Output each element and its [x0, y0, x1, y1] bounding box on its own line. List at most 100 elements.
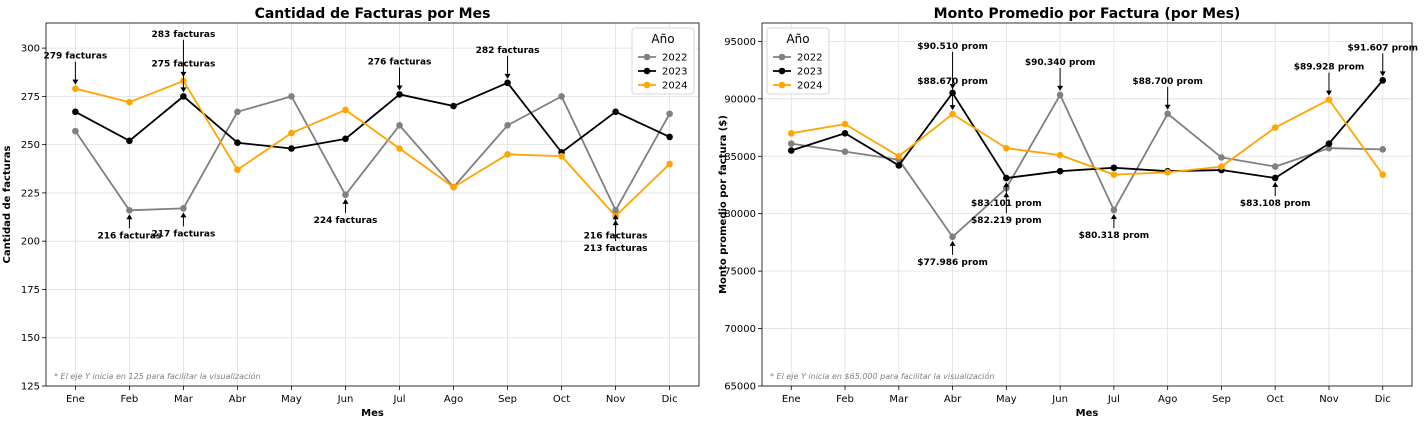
x-tick-label: Ago	[1158, 394, 1177, 405]
y-tick-label: 85000	[724, 152, 756, 163]
data-point	[1056, 151, 1064, 159]
y-axis: 65000 70000 75000 80000 85000 90000 95000	[724, 37, 762, 393]
data-point	[1003, 144, 1010, 152]
legend-entry: 2022	[662, 53, 687, 64]
chart-2: 65000 70000 75000 80000 85000 90000 95000 Ene Fe…	[718, 6, 1418, 419]
data-point	[666, 133, 673, 141]
data-point	[72, 108, 79, 116]
x-tick-label: Jul	[392, 394, 405, 405]
y-tick-label: 75000	[724, 267, 756, 278]
legend: Año 2022 2023 2024	[631, 27, 695, 95]
x-tick-label: May	[996, 394, 1017, 405]
x-tick-label: Sep	[1212, 394, 1231, 405]
annotation-label: $88.670 prom	[917, 77, 988, 87]
x-tick-label: Abr	[944, 394, 962, 405]
legend-entry: 2024	[797, 81, 822, 92]
x-tick-label: Abr	[229, 394, 247, 405]
data-point	[841, 148, 849, 155]
x-axis-label: Mes	[361, 408, 384, 419]
data-point	[666, 110, 673, 118]
data-point	[288, 145, 295, 152]
data-point	[1056, 167, 1064, 175]
y-tick-label: 70000	[724, 324, 756, 335]
data-point	[342, 135, 349, 143]
data-point	[180, 93, 187, 100]
data-point	[342, 106, 349, 114]
y-tick-label: 175	[21, 285, 40, 296]
series-line	[74, 95, 671, 212]
annotation-label: 282 facturas	[476, 46, 540, 56]
legend-entry: 2023	[662, 67, 687, 78]
data-point	[180, 205, 187, 212]
annotation-label: 216 facturas	[97, 231, 161, 241]
annotation-label: 217 facturas	[152, 229, 216, 239]
legend-marker	[643, 81, 651, 89]
x-tick-label: Ene	[782, 394, 801, 405]
annotation-label: $90.340 prom	[1025, 58, 1096, 68]
data-point	[288, 129, 295, 137]
data-point	[949, 110, 956, 118]
x-tick-label: Dic	[1375, 394, 1391, 405]
data-point	[1218, 163, 1225, 170]
data-point	[504, 122, 511, 129]
annotation-label: 224 facturas	[314, 216, 378, 226]
arrow-head	[342, 198, 349, 204]
annotations: 279 facturas 216 facturas 283 facturas 275 …	[43, 30, 647, 254]
annotation-label: $91.607 prom	[1347, 43, 1418, 53]
series-2022	[787, 91, 1387, 241]
legend-entry: 2022	[797, 53, 822, 64]
annotation-label: $90.510 prom	[917, 42, 988, 52]
data-point	[1110, 171, 1118, 178]
data-point	[1271, 174, 1279, 182]
y-tick-label: 80000	[724, 209, 756, 220]
data-point	[1379, 146, 1387, 153]
x-tick-label: Oct	[553, 394, 570, 405]
data-point	[612, 206, 619, 214]
data-point	[787, 147, 795, 154]
x-tick-label: Ene	[66, 394, 85, 405]
data-point	[612, 108, 619, 116]
plot-frame	[761, 22, 1413, 387]
data-point	[1164, 169, 1171, 176]
plot-frame	[45, 22, 700, 387]
data-point	[841, 120, 849, 128]
y-axis: 125 150 175 200 225 250 275 300	[21, 44, 46, 393]
series-2022	[72, 93, 673, 214]
grid	[46, 23, 699, 387]
y-axis-label: Cantidad de facturas	[2, 145, 13, 263]
arrow-head	[949, 240, 956, 246]
x-axis-label: Mes	[1076, 408, 1099, 419]
legend-marker	[778, 53, 786, 61]
y-tick-label: 250	[21, 140, 40, 151]
y-tick-label: 65000	[724, 382, 756, 393]
data-point	[895, 152, 903, 160]
arrow-head	[1164, 104, 1171, 110]
legend-title: Año	[786, 32, 809, 46]
x-axis: Ene Feb Mar Abr May Jun Jul Ago Sep Oct Nov Dic	[782, 386, 1391, 405]
legend-box	[766, 27, 830, 95]
annotation-label: 275 facturas	[152, 59, 216, 69]
x-tick-label: May	[281, 394, 302, 405]
arrow-head	[72, 79, 79, 85]
x-tick-label: Mar	[174, 394, 194, 405]
data-point	[504, 150, 511, 158]
y-tick-label: 125	[21, 382, 40, 393]
data-point	[1218, 154, 1225, 161]
annotation-label: $80.318 prom	[1079, 231, 1150, 241]
series-line	[791, 94, 1383, 238]
grid	[762, 23, 1412, 387]
footnote: * El eje Y inicia en $65.000 para facili…	[770, 371, 994, 381]
data-point	[949, 233, 956, 241]
data-point	[396, 91, 403, 98]
annotation-label: 279 facturas	[43, 52, 107, 62]
data-point	[1110, 164, 1118, 172]
y-tick-label: 225	[21, 188, 40, 199]
data-point	[1325, 140, 1333, 147]
x-tick-label: Sep	[498, 394, 517, 405]
data-point	[234, 166, 241, 174]
arrow-head	[1003, 182, 1010, 188]
data-point	[72, 127, 79, 135]
x-tick-label: Feb	[836, 394, 854, 405]
annotation-label: $88.700 prom	[1132, 77, 1203, 87]
data-point	[126, 206, 133, 214]
